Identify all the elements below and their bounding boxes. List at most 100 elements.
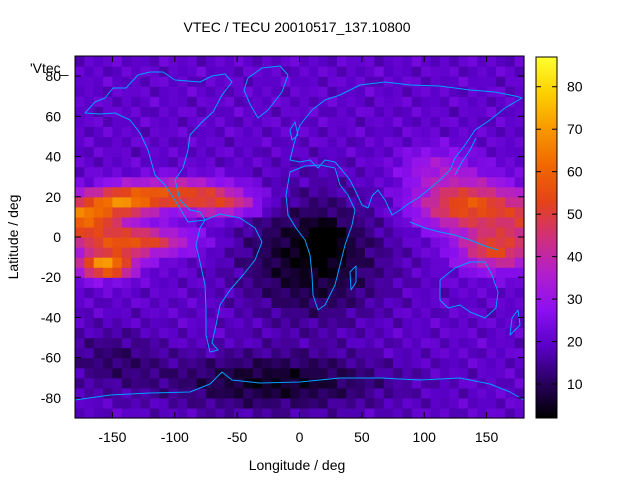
heat-cell xyxy=(318,166,329,178)
heat-cell xyxy=(327,106,338,117)
heat-cell xyxy=(495,76,506,87)
heat-cell xyxy=(84,387,95,399)
heat-cell xyxy=(336,387,347,399)
heat-cell xyxy=(280,136,291,148)
heat-cell xyxy=(467,397,478,409)
heat-cell xyxy=(121,206,132,218)
heat-cell xyxy=(149,327,160,339)
heat-cell xyxy=(299,156,310,168)
heat-cell xyxy=(187,126,198,138)
heat-cell xyxy=(458,76,469,87)
heat-cell xyxy=(336,377,347,389)
heat-cell xyxy=(383,176,394,188)
heat-cell xyxy=(252,186,263,198)
heat-cell xyxy=(121,226,132,238)
heat-cell xyxy=(84,156,95,168)
heat-cell xyxy=(84,176,95,188)
heat-cell xyxy=(299,237,310,248)
heat-cell xyxy=(402,156,413,168)
heat-cell xyxy=(262,226,273,238)
heat-cell xyxy=(486,287,497,298)
heat-cell xyxy=(75,116,85,127)
heat-cell xyxy=(505,357,516,369)
heat-cell xyxy=(327,226,338,238)
heat-cell xyxy=(243,86,254,97)
heat-cell xyxy=(280,357,291,369)
heat-cell xyxy=(346,247,357,258)
heat-cell xyxy=(495,86,506,97)
heat-cell xyxy=(430,186,441,198)
colorbar-tick-label: 40 xyxy=(567,249,583,265)
heat-cell xyxy=(131,116,142,127)
heat-cell xyxy=(224,196,235,208)
heat-cell xyxy=(187,407,198,419)
heat-cell xyxy=(477,156,488,168)
y-tick-label: 40 xyxy=(45,149,61,165)
heat-cell xyxy=(149,307,160,319)
heat-cell xyxy=(439,347,450,359)
heat-cell xyxy=(364,186,375,198)
heat-cell xyxy=(383,307,394,319)
heat-cell xyxy=(467,407,478,419)
heat-cell xyxy=(93,166,104,178)
heat-cell xyxy=(224,216,235,228)
heat-cell xyxy=(411,116,422,127)
heat-cell xyxy=(290,327,301,339)
heat-cell xyxy=(318,237,329,248)
heat-cell xyxy=(149,146,160,158)
heat-cell xyxy=(103,206,114,218)
heat-cell xyxy=(252,216,263,228)
heat-cell xyxy=(84,357,95,369)
heat-cell xyxy=(336,76,347,87)
heat-cell xyxy=(168,407,179,419)
heat-cell xyxy=(411,277,422,288)
heat-cell xyxy=(215,277,226,288)
heat-cell xyxy=(421,226,432,238)
heat-cell xyxy=(364,136,375,148)
heat-cell xyxy=(224,136,235,148)
heat-cell xyxy=(467,76,478,87)
heat-cell xyxy=(84,317,95,329)
heat-cell xyxy=(243,66,254,77)
heat-cell xyxy=(112,106,123,117)
heat-cell xyxy=(402,367,413,379)
heat-cell xyxy=(187,387,198,399)
heat-cell xyxy=(252,357,263,369)
heat-cell xyxy=(121,136,132,148)
heat-cell xyxy=(505,226,516,238)
heat-cell xyxy=(355,76,366,87)
heat-cell xyxy=(318,136,329,148)
heat-cell xyxy=(449,357,460,369)
heat-cell xyxy=(327,186,338,198)
heat-cell xyxy=(271,66,282,77)
heat-cell xyxy=(346,116,357,127)
heat-cell xyxy=(290,397,301,409)
heat-cell xyxy=(121,176,132,188)
heat-cell xyxy=(346,297,357,308)
heat-cell xyxy=(75,357,85,369)
heat-cell xyxy=(280,367,291,379)
heat-cell xyxy=(346,66,357,77)
heat-cell xyxy=(308,337,319,349)
heat-cell xyxy=(196,96,207,107)
heat-cell xyxy=(336,106,347,117)
heat-cell xyxy=(215,76,226,87)
heat-cell xyxy=(477,377,488,389)
heat-cell xyxy=(346,327,357,339)
heat-cell xyxy=(149,247,160,258)
heat-cell xyxy=(168,216,179,228)
heat-cell xyxy=(224,86,235,97)
x-tick-label: -50 xyxy=(227,429,247,445)
heat-cell xyxy=(495,226,506,238)
heat-cell xyxy=(458,357,469,369)
heat-cell xyxy=(374,257,385,268)
heat-cell xyxy=(336,337,347,349)
heat-cell xyxy=(439,267,450,278)
heat-cell xyxy=(467,126,478,138)
heat-cell xyxy=(467,377,478,389)
heat-cell xyxy=(346,357,357,369)
heat-cell xyxy=(262,337,273,349)
heat-cell xyxy=(430,367,441,379)
heat-cell xyxy=(355,257,366,268)
heat-cell xyxy=(103,186,114,198)
